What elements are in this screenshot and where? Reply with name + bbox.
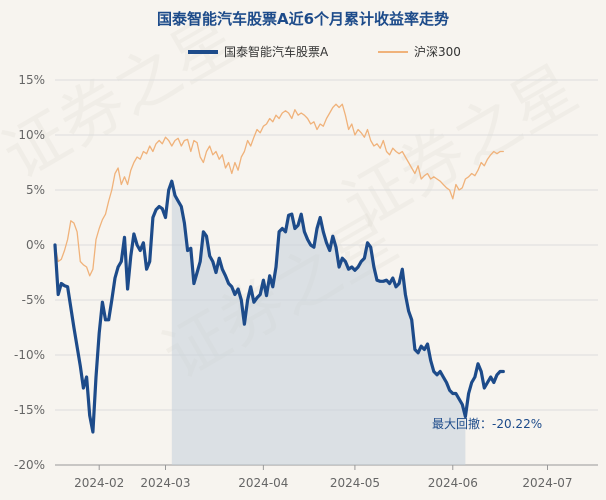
series-layer [53, 103, 505, 434]
series-line-fund [53, 179, 505, 434]
x-tick-label: 2024-03 [140, 476, 190, 490]
y-axis-ticks: 15% 10% 5% 0% -5% -10% -15% -20% [14, 73, 45, 472]
y-tick-label: 15% [18, 73, 45, 87]
legend: 国泰智能汽车股票A 沪深300 [188, 44, 461, 59]
series-line-index [54, 103, 504, 277]
drawdown-label: 最大回撤：-20.22% [432, 416, 542, 431]
y-tick-label: 0% [26, 238, 45, 252]
watermark-text-1: 证券之星 [0, 2, 250, 194]
y-tick-label: -5% [22, 293, 45, 307]
x-axis-ticks: 2024-02 2024-03 2024-04 2024-05 2024-06 2024-… [74, 465, 573, 490]
x-tick-label: 2024-02 [74, 476, 124, 490]
x-tick-label: 2024-05 [330, 476, 380, 490]
y-tick-label: -15% [14, 403, 45, 417]
y-tick-label: 10% [18, 128, 45, 142]
y-tick-label: -20% [14, 458, 45, 472]
drawdown-value: -20.22% [492, 417, 542, 431]
drawdown-label-text: 最大回撤： [432, 416, 492, 431]
y-tick-label: 5% [26, 183, 45, 197]
chart-title: 国泰智能汽车股票A近6个月累计收益率走势 [157, 10, 449, 28]
y-tick-label: -10% [14, 348, 45, 362]
x-tick-label: 2024-04 [238, 476, 288, 490]
legend-label-index: 沪深300 [414, 45, 461, 59]
x-tick-label: 2024-07 [522, 476, 572, 490]
drawdown-area [171, 181, 466, 465]
x-tick-label: 2024-06 [428, 476, 478, 490]
drawdown-layer [171, 181, 466, 465]
watermark-text-3: 证券之星 [331, 52, 590, 244]
legend-label-fund: 国泰智能汽车股票A [224, 44, 329, 59]
